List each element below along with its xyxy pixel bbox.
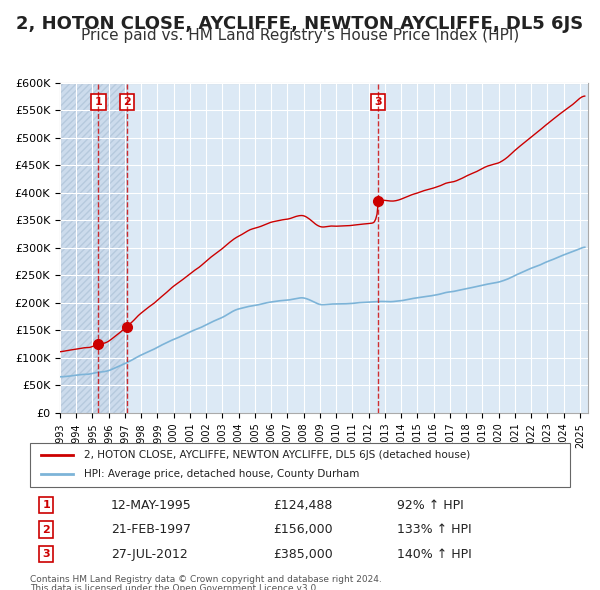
Text: This data is licensed under the Open Government Licence v3.0.: This data is licensed under the Open Gov…: [30, 584, 319, 590]
Text: 2: 2: [43, 525, 50, 535]
Text: 27-JUL-2012: 27-JUL-2012: [111, 548, 188, 560]
Text: 140% ↑ HPI: 140% ↑ HPI: [397, 548, 472, 560]
Text: £385,000: £385,000: [273, 548, 333, 560]
Text: Price paid vs. HM Land Registry's House Price Index (HPI): Price paid vs. HM Land Registry's House …: [81, 28, 519, 43]
Text: 92% ↑ HPI: 92% ↑ HPI: [397, 499, 464, 512]
Text: 1: 1: [94, 97, 102, 107]
Text: 3: 3: [43, 549, 50, 559]
Text: £156,000: £156,000: [273, 523, 332, 536]
FancyBboxPatch shape: [30, 442, 570, 487]
Bar: [60, 83, 127, 413]
Text: 12-MAY-1995: 12-MAY-1995: [111, 499, 192, 512]
Text: 1: 1: [43, 500, 50, 510]
Text: 2, HOTON CLOSE, AYCLIFFE, NEWTON AYCLIFFE, DL5 6JS: 2, HOTON CLOSE, AYCLIFFE, NEWTON AYCLIFF…: [16, 15, 584, 33]
Text: 2, HOTON CLOSE, AYCLIFFE, NEWTON AYCLIFFE, DL5 6JS (detached house): 2, HOTON CLOSE, AYCLIFFE, NEWTON AYCLIFF…: [84, 450, 470, 460]
Text: 2: 2: [123, 97, 131, 107]
Text: 133% ↑ HPI: 133% ↑ HPI: [397, 523, 472, 536]
Text: £124,488: £124,488: [273, 499, 332, 512]
Text: HPI: Average price, detached house, County Durham: HPI: Average price, detached house, Coun…: [84, 470, 359, 479]
Text: Contains HM Land Registry data © Crown copyright and database right 2024.: Contains HM Land Registry data © Crown c…: [30, 575, 382, 584]
Bar: [60, 83, 127, 413]
Text: 3: 3: [374, 97, 382, 107]
Text: 21-FEB-1997: 21-FEB-1997: [111, 523, 191, 536]
